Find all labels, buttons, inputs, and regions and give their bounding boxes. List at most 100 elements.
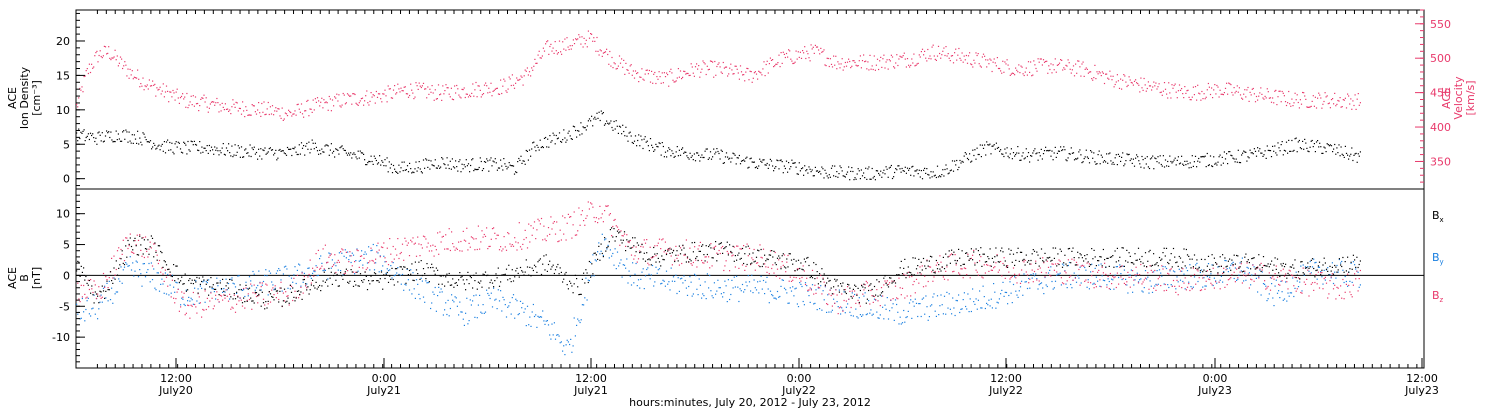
bz-series-point [993,267,995,269]
by-series-point [185,289,187,291]
velocity-series-point [596,36,598,39]
bz-series-point [455,247,457,249]
density-series-point [419,168,421,170]
bz-series-point [1140,263,1142,266]
velocity-series-point [623,59,625,61]
by-series-point [876,311,878,313]
density-series-point [1122,152,1124,154]
velocity-series-point [1196,99,1198,101]
by-series-point [900,323,902,325]
velocity-series-point [520,75,522,77]
velocity-series-point [414,96,416,98]
by-series-point [1050,266,1052,268]
bz-series-point [1215,281,1217,283]
bz-series-point [467,249,469,251]
bz-series-point [342,249,344,251]
by-series-point [330,267,332,269]
bz-series-point [453,246,455,248]
density-series-point [594,116,596,118]
bz-series-point [1261,269,1263,271]
bz-series-point [333,264,335,266]
velocity-series-point [1133,80,1136,82]
density-series-point [627,140,629,142]
velocity-series-point [561,53,563,55]
density-series-point [844,176,846,178]
density-series-point [736,157,738,159]
velocity-series-point [836,68,838,70]
density-series-point [869,178,871,180]
velocity-series-point [697,68,699,70]
velocity-series-point [126,75,128,77]
velocity-series-point [465,93,467,95]
by-series-point [1345,280,1347,283]
bz-series-point [996,254,998,256]
bx-series-point [385,273,387,275]
velocity-series-point [944,54,946,57]
density-series-point [255,151,258,154]
by-series-point [595,260,597,262]
velocity-series-point [760,72,762,74]
velocity-series-point [1263,98,1265,100]
velocity-series-point [810,44,812,46]
density-series-point [1228,151,1230,153]
bz-series-point [344,272,346,274]
velocity-series-point [232,99,234,101]
density-series-point [227,150,229,152]
by-series-point [128,265,130,267]
velocity-series-point [1276,104,1278,106]
velocity-series-point [270,113,273,115]
density-series-point [472,158,474,160]
density-series-point [1326,143,1328,145]
by-series-point [753,279,755,281]
by-series-point [892,303,894,305]
by-series-point [1313,258,1315,260]
bz-series-point [116,250,119,252]
bz-series-point [382,246,384,249]
bz-series-point [435,249,437,251]
velocity-series-point [1001,72,1003,74]
velocity-series-point [1185,92,1187,94]
density-series-point [127,141,129,143]
by-series-point [1352,261,1354,263]
by-series-point [100,294,102,296]
by-series-point [697,294,699,296]
bz-series-point [1196,269,1198,271]
density-series-point [1090,150,1092,152]
by-series-point [1182,280,1184,283]
density-series-point [175,141,177,143]
bx-series-point [320,290,322,292]
by-series-point [748,281,751,283]
by-series-point [90,315,92,317]
bx-series-point [185,290,187,292]
velocity-series-point [1037,58,1039,60]
bz-series-point [438,253,440,255]
density-series-point [541,146,543,148]
velocity-series-point [703,62,705,64]
by-series-point [682,282,684,284]
by-series-point [281,290,283,292]
velocity-series-point [426,97,428,99]
velocity-series-point [807,53,809,55]
bx-series-point [127,239,129,242]
density-series-point [188,149,190,151]
density-series-point [526,150,528,152]
density-series-point [642,147,644,150]
velocity-series-point [1237,91,1239,93]
density-series-point [933,175,935,177]
bz-series-point [745,265,747,267]
by-series-point [1154,285,1156,287]
density-series-point [552,132,554,134]
by-series-point [308,267,310,269]
by-series-point [148,262,150,265]
bz-series-point [437,232,439,234]
bz-series-point [148,248,150,250]
by-series-point [98,308,100,310]
density-series-point [515,171,517,173]
bz-series-point [111,257,113,259]
density-series-point [411,172,413,174]
velocity-series-point [282,119,284,121]
density-series-point [879,174,881,176]
density-series-point [1003,155,1005,158]
bz-series-point [1349,291,1351,293]
density-series-point [1020,159,1022,161]
